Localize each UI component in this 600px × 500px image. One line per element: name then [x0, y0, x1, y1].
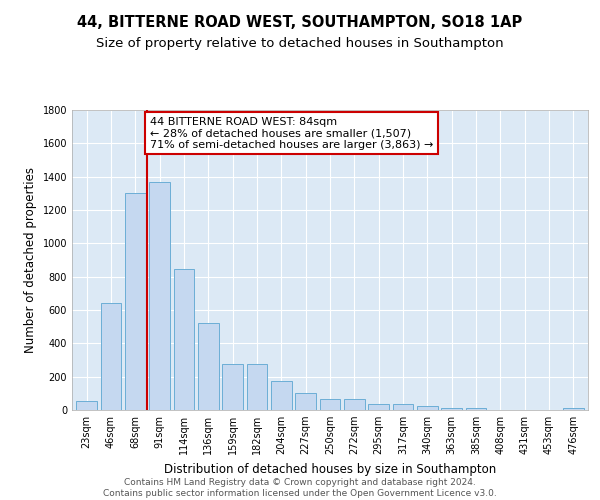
Bar: [222, 364, 243, 410]
Text: Size of property relative to detached houses in Southampton: Size of property relative to detached ho…: [96, 38, 504, 51]
Bar: [466, 408, 487, 410]
Text: 44 BITTERNE ROAD WEST: 84sqm
← 28% of detached houses are smaller (1,507)
71% of: 44 BITTERNE ROAD WEST: 84sqm ← 28% of de…: [150, 116, 433, 150]
Bar: [101, 302, 121, 410]
Bar: [198, 322, 218, 410]
Bar: [125, 194, 146, 410]
Bar: [417, 406, 438, 410]
Bar: [173, 269, 194, 410]
Bar: [247, 364, 268, 410]
Bar: [76, 401, 97, 410]
Text: Contains HM Land Registry data © Crown copyright and database right 2024.
Contai: Contains HM Land Registry data © Crown c…: [103, 478, 497, 498]
Text: 44, BITTERNE ROAD WEST, SOUTHAMPTON, SO18 1AP: 44, BITTERNE ROAD WEST, SOUTHAMPTON, SO1…: [77, 15, 523, 30]
Bar: [344, 399, 365, 410]
Bar: [149, 182, 170, 410]
Bar: [392, 404, 413, 410]
Bar: [271, 381, 292, 410]
Bar: [320, 399, 340, 410]
X-axis label: Distribution of detached houses by size in Southampton: Distribution of detached houses by size …: [164, 462, 496, 475]
Bar: [295, 392, 316, 410]
Bar: [563, 408, 584, 410]
Y-axis label: Number of detached properties: Number of detached properties: [24, 167, 37, 353]
Bar: [442, 408, 462, 410]
Bar: [368, 404, 389, 410]
